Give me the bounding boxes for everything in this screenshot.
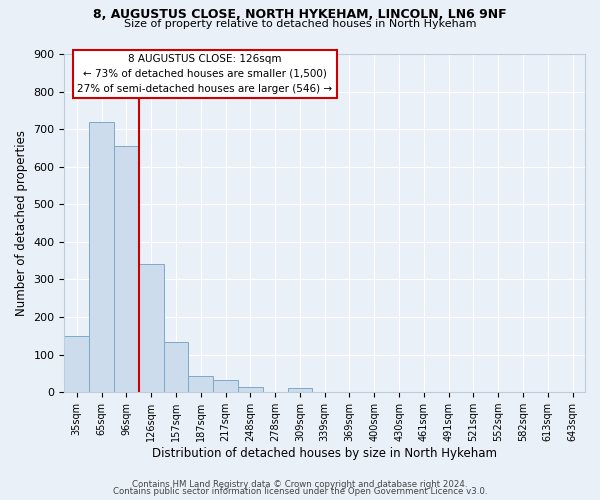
X-axis label: Distribution of detached houses by size in North Hykeham: Distribution of detached houses by size … xyxy=(152,447,497,460)
Text: 8, AUGUSTUS CLOSE, NORTH HYKEHAM, LINCOLN, LN6 9NF: 8, AUGUSTUS CLOSE, NORTH HYKEHAM, LINCOL… xyxy=(93,8,507,20)
Text: Size of property relative to detached houses in North Hykeham: Size of property relative to detached ho… xyxy=(124,19,476,29)
Text: Contains public sector information licensed under the Open Government Licence v3: Contains public sector information licen… xyxy=(113,487,487,496)
Text: Contains HM Land Registry data © Crown copyright and database right 2024.: Contains HM Land Registry data © Crown c… xyxy=(132,480,468,489)
Bar xyxy=(188,376,213,392)
Bar xyxy=(287,388,313,392)
Bar xyxy=(64,336,89,392)
Bar xyxy=(139,264,164,392)
Bar xyxy=(114,146,139,392)
Bar xyxy=(89,122,114,392)
Y-axis label: Number of detached properties: Number of detached properties xyxy=(15,130,28,316)
Bar xyxy=(164,342,188,392)
Bar xyxy=(213,380,238,392)
Bar xyxy=(238,388,263,392)
Text: 8 AUGUSTUS CLOSE: 126sqm
← 73% of detached houses are smaller (1,500)
27% of sem: 8 AUGUSTUS CLOSE: 126sqm ← 73% of detach… xyxy=(77,54,332,94)
